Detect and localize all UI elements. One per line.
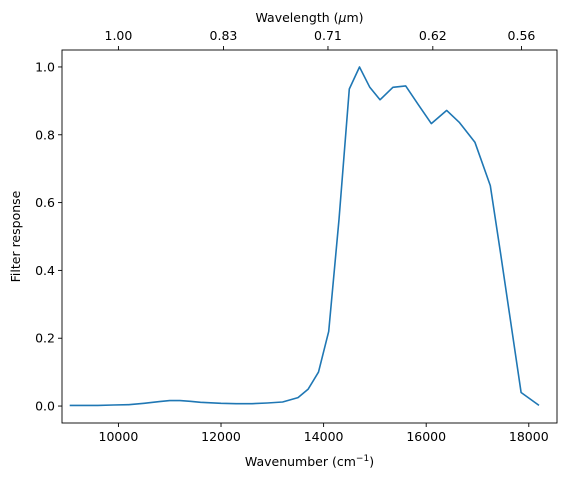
y-axis-label: Filter response [8, 190, 23, 282]
x-tick-label: 16000 [406, 429, 446, 444]
x-tick-label: 12000 [201, 429, 241, 444]
y-tick-label: 0.6 [35, 195, 55, 210]
x-tick-label: 18000 [509, 429, 549, 444]
filter-response-line [69, 66, 540, 407]
top-tick-label: 0.71 [314, 28, 342, 43]
y-tick-label: 0.4 [35, 263, 55, 278]
top-tick-label: 0.62 [419, 28, 447, 43]
y-tick-label: 1.0 [35, 59, 55, 74]
x-tick-label: 10000 [99, 429, 139, 444]
top-tick-label: 0.56 [508, 28, 536, 43]
y-tick-label: 0.8 [35, 127, 55, 142]
x-axis-label-tail: ) [369, 454, 374, 469]
top-x-axis-label-tail: m) [346, 10, 363, 25]
top-tick-label: 1.00 [105, 28, 133, 43]
x-axis-label-main: Wavenumber (cm [245, 454, 356, 469]
bottom-x-axis-ticks: 10000 12000 14000 16000 18000 [99, 423, 549, 444]
top-x-axis-ticks: 1.00 0.83 0.71 0.62 0.56 [105, 28, 536, 50]
y-tick-label: 0.0 [35, 399, 55, 414]
top-x-axis-label: Wavelength (μm) [255, 10, 363, 25]
y-axis-ticks: 0.0 0.2 0.4 0.6 0.8 1.0 [35, 59, 62, 414]
x-axis-label-sup: −1 [356, 454, 369, 464]
x-axis-label: Wavenumber (cm−1) [245, 454, 374, 469]
plot-area-frame [61, 49, 558, 424]
x-tick-label: 14000 [304, 429, 344, 444]
y-tick-label: 0.2 [35, 331, 55, 346]
top-x-axis-label-mu: μ [338, 10, 347, 25]
top-x-axis-label-main: Wavelength ( [255, 10, 338, 25]
top-tick-label: 0.83 [210, 28, 238, 43]
